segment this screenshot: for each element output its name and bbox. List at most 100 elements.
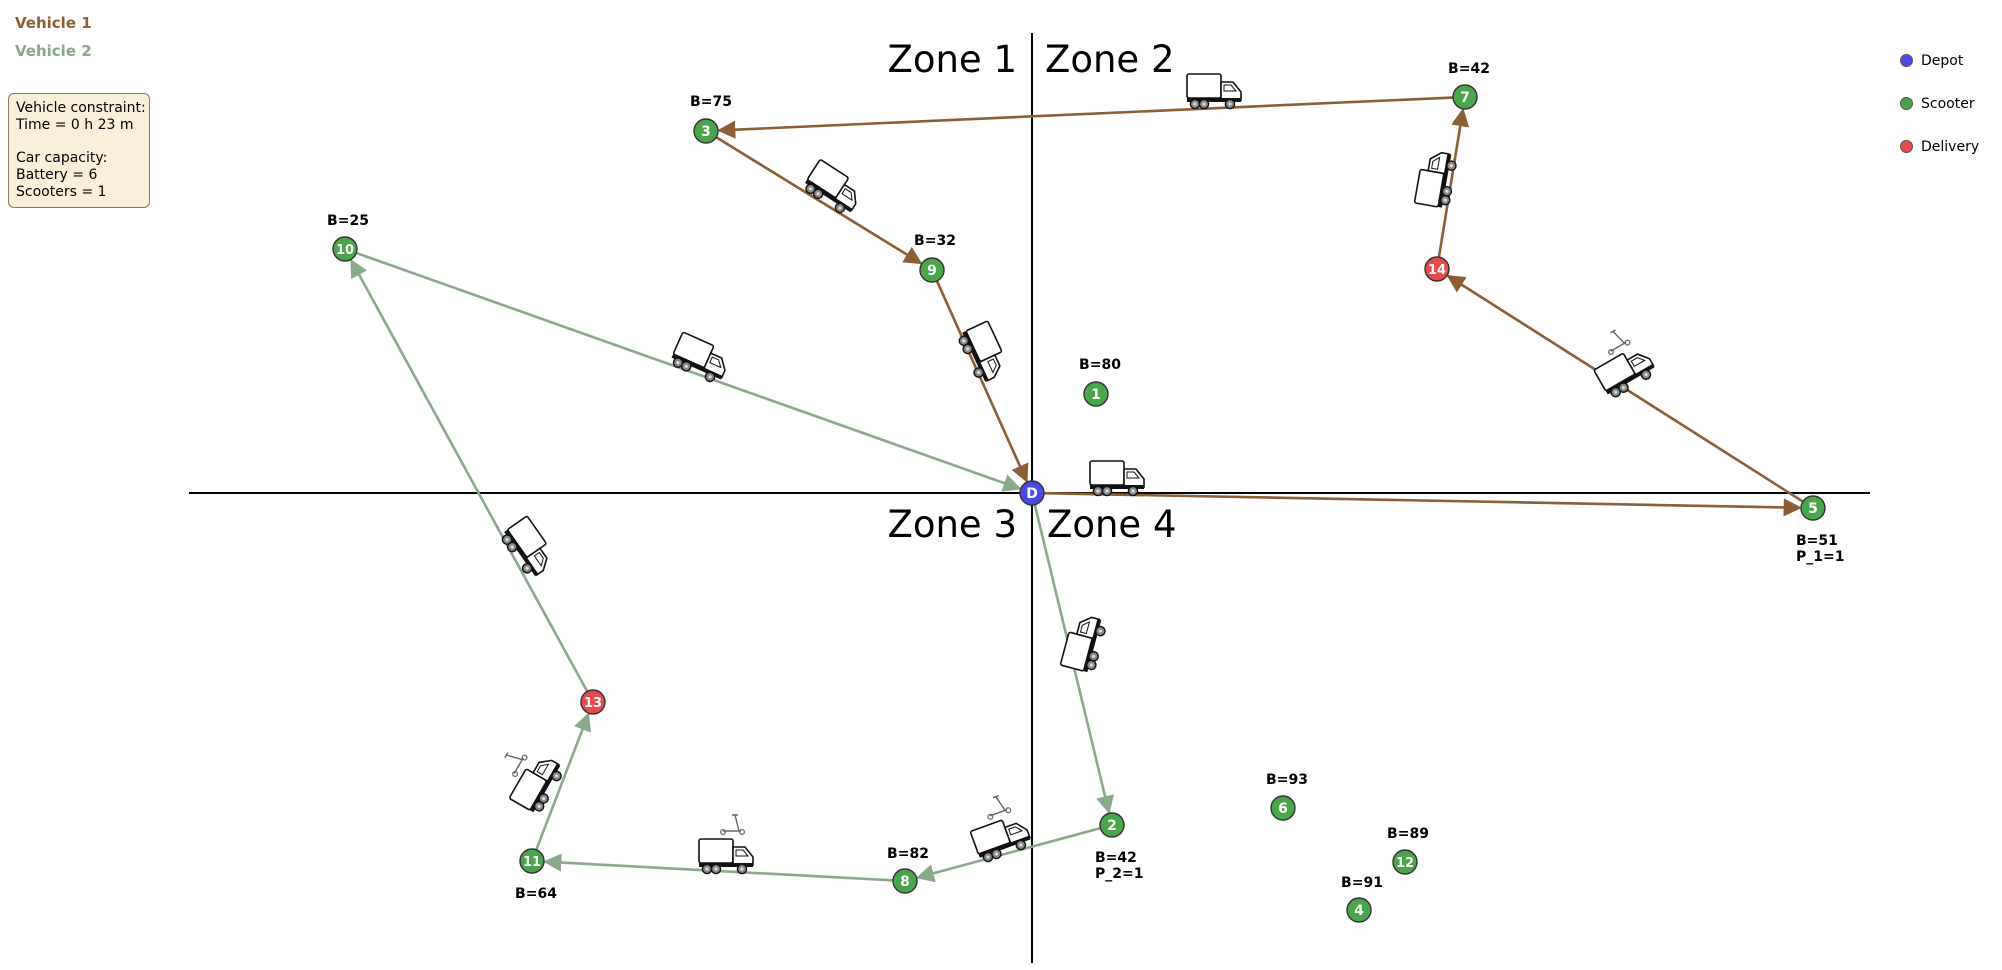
node-id-label: 1 [1091, 387, 1101, 403]
depot-marker-icon [1019, 480, 1045, 506]
scooter-marker-icon [693, 118, 719, 144]
truck-icon [1186, 73, 1242, 110]
scooter-node: 6 B=93 [1266, 772, 1308, 821]
legend-label: Depot [1921, 53, 1964, 69]
scooter-node: 2 B=42P_2=1 [1095, 812, 1143, 882]
scooter-node: 1 B=80 [1079, 357, 1121, 407]
node-id-label: 8 [900, 874, 910, 890]
truck-icons [501, 73, 1655, 875]
route-edge [535, 712, 591, 851]
scooter-marker-icon [332, 236, 358, 262]
node-id-label: 3 [701, 124, 711, 140]
node-battery-note: B=93 [1266, 772, 1308, 788]
node-battery-note: B=51 [1796, 533, 1838, 549]
depot-node: D [1019, 480, 1045, 506]
scooter-node: 12 B=89 [1387, 826, 1429, 875]
node-id-label: 14 [1428, 263, 1446, 278]
capacity-title: Car capacity: [16, 150, 108, 166]
scooter-marker-icon [1346, 897, 1372, 923]
scooter-node: 8 B=82 [887, 846, 929, 894]
node-battery-note: B=89 [1387, 826, 1429, 842]
route-edge [1043, 491, 1802, 517]
scooter-marker-icon [892, 868, 918, 894]
route-edge [935, 280, 1029, 483]
node-id-label: D [1026, 486, 1038, 502]
node-id-label: 9 [927, 263, 937, 279]
zone-label-4: Zone 4 [1047, 503, 1177, 546]
node-battery-note: B=42 [1448, 61, 1490, 77]
node-id-label: 4 [1354, 903, 1364, 919]
delivery-marker-icon [580, 689, 606, 715]
node-battery-note: B=32 [914, 233, 956, 249]
legend-label: Delivery [1921, 139, 1980, 155]
delivery-node: 13 [580, 689, 606, 715]
constraints-box: Vehicle constraint: Time = 0 h 23 m Car … [8, 93, 150, 208]
truck-icon [804, 159, 857, 214]
node-id-label: 2 [1107, 818, 1117, 834]
delivery-marker-icon [1424, 256, 1450, 282]
truck-icon [671, 331, 726, 383]
node-battery-note: B=80 [1079, 357, 1121, 373]
route-edge [717, 96, 1454, 139]
scooter-node: 3 B=75 [690, 94, 732, 144]
node-id-label: 5 [1808, 501, 1818, 517]
zone-label-3: Zone 3 [888, 503, 1018, 546]
route-edges [350, 96, 1804, 883]
legend-label: Scooter [1921, 96, 1975, 112]
scooter-node: 11 B=64 [515, 848, 557, 902]
route-edge [1437, 108, 1470, 258]
scooter-marker-icon [1392, 849, 1418, 875]
zone-label-2: Zone 2 [1045, 38, 1175, 81]
truck-with-scooter-icon [504, 752, 562, 813]
truck-icon [501, 515, 548, 577]
node-battery-note: B=91 [1341, 875, 1383, 891]
truck-with-scooter-icon [698, 814, 754, 875]
scooter-marker-icon [519, 848, 545, 874]
route-edge [915, 826, 1101, 883]
scooter-marker-icon [1452, 84, 1478, 110]
route-edge [715, 136, 923, 265]
node-id-label: 6 [1278, 801, 1288, 817]
truck-icon [1089, 460, 1145, 497]
zone-label-1: Zone 1 [888, 38, 1018, 81]
route-nodes: D1B=802B=42P_2=13B=754B=915B=51P_1=16B=9… [327, 61, 1844, 923]
scooter-node: 4 B=91 [1341, 875, 1383, 923]
node-battery-note: B=42 [1095, 850, 1137, 866]
delivery-marker-icon [1900, 140, 1913, 153]
node-battery-note: B=75 [690, 94, 732, 110]
scooter-marker-icon [1800, 495, 1826, 521]
truck-icon [958, 320, 1003, 382]
node-battery-note: B=25 [327, 213, 369, 229]
capacity-battery: Battery = 6 [16, 167, 98, 183]
scooter-node: 7 B=42 [1448, 61, 1490, 110]
scooter-marker-icon [1083, 381, 1109, 407]
vehicle-2-label: Vehicle 2 [15, 42, 92, 60]
scooter-marker-icon [1270, 795, 1296, 821]
vehicle-1-label: Vehicle 1 [15, 14, 92, 32]
constraint-time: Time = 0 h 23 m [16, 117, 134, 133]
scooter-node: 5 B=51P_1=1 [1796, 495, 1844, 565]
capacity-scooters: Scooters = 1 [16, 184, 107, 200]
truck-with-scooter-icon [969, 794, 1031, 863]
node-battery-note: B=82 [887, 846, 929, 862]
route-edge [350, 258, 589, 693]
scooter-marker-icon [1900, 97, 1913, 110]
node-id-label: 7 [1460, 90, 1470, 106]
scooter-node: 10 B=25 [327, 213, 369, 262]
depot-marker-icon [1900, 54, 1913, 67]
scooter-marker-icon [1099, 812, 1125, 838]
node-id-label: 13 [584, 696, 602, 711]
truck-icon [1059, 616, 1106, 673]
delivery-node: 14 [1424, 256, 1450, 282]
node-id-label: 12 [1396, 856, 1414, 871]
node-battery-note: P_2=1 [1095, 866, 1143, 882]
node-battery-note: P_1=1 [1796, 549, 1844, 565]
constraint-title: Vehicle constraint: [16, 100, 146, 116]
node-battery-note: B=64 [515, 886, 557, 902]
scooter-node: 9 B=32 [914, 233, 956, 283]
truck-with-scooter-icon [1593, 329, 1655, 398]
node-id-label: 11 [523, 855, 541, 870]
truck-icon [1413, 151, 1457, 208]
scooter-marker-icon [919, 257, 945, 283]
